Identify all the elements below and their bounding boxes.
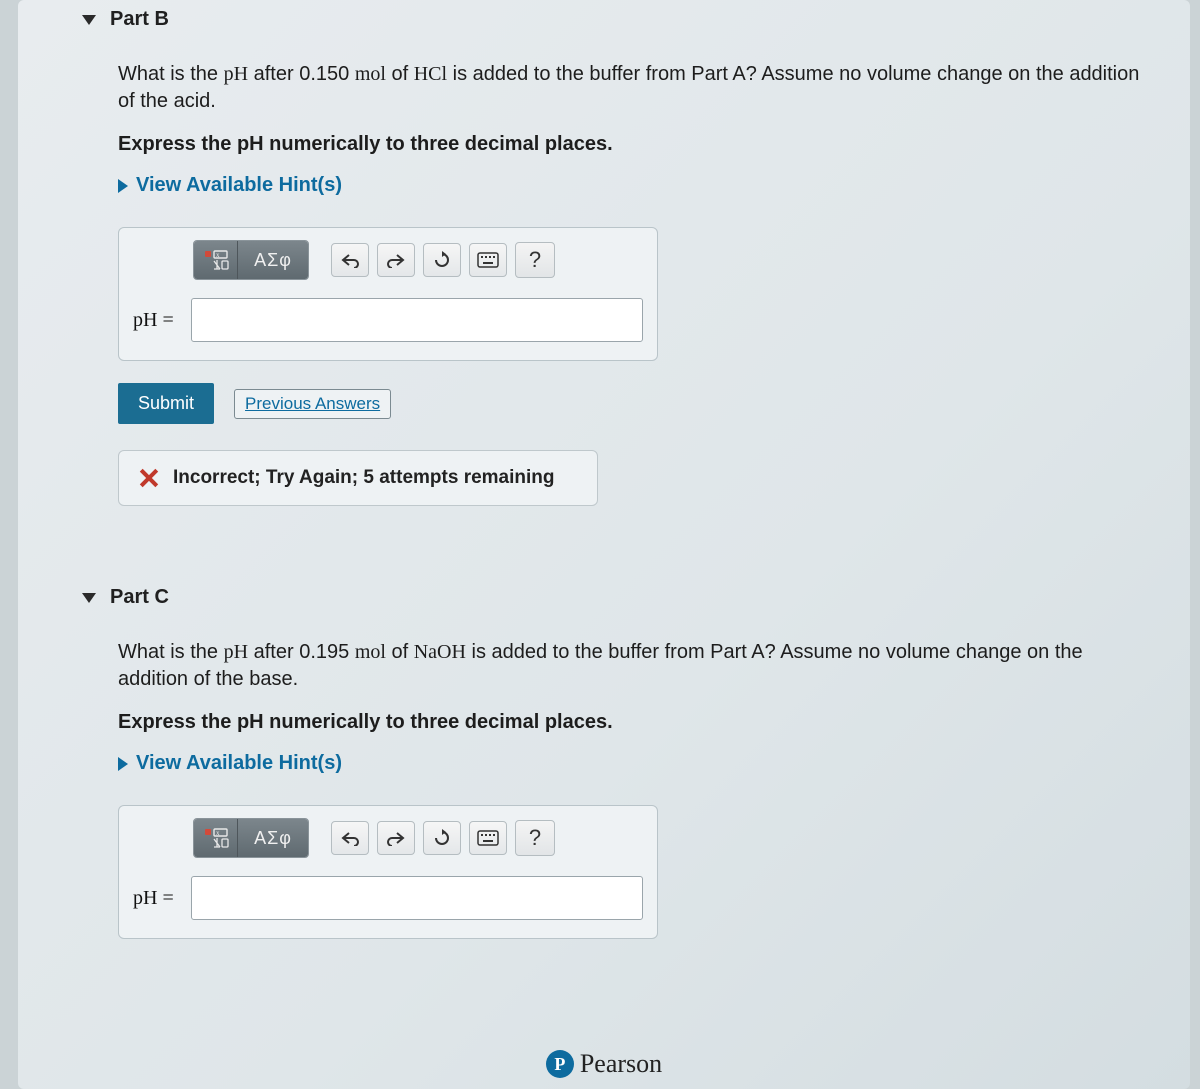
part-b-instruction: Express the pH numerically to three deci… [18,115,1190,156]
submit-button[interactable]: Submit [118,383,214,424]
section-part-c: Part C What is the pH after 0.195 mol of… [18,546,1190,979]
incorrect-icon [137,467,159,489]
format-tool-group-c: x ΑΣφ [193,818,309,858]
chevron-right-icon [118,757,128,771]
part-c-instruction: Express the pH numerically to three deci… [18,693,1190,734]
svg-text:x: x [216,251,220,259]
footer-brand: P Pearson [18,1049,1190,1079]
part-c-question: What is the pH after 0.195 mol of NaOH i… [18,609,1190,693]
view-hints-button-c[interactable]: View Available Hint(s) [18,734,1190,775]
svg-text:x: x [216,829,220,837]
greek-symbols-button[interactable]: ΑΣφ [238,241,308,279]
answer-row-c: pH = [133,876,643,920]
page-surface: Part B What is the pH after 0.150 mol of… [18,0,1190,1089]
redo-button[interactable] [377,243,415,277]
collapse-icon[interactable] [82,15,96,25]
part-b-question: What is the pH after 0.150 mol of HCl is… [18,31,1190,115]
buttons-row-b: Submit Previous Answers [118,383,1190,424]
feedback-box: Incorrect; Try Again; 5 attempts remaini… [118,450,598,506]
answer-toolbar-c: x ΑΣφ [193,818,643,858]
help-button[interactable]: ? [515,242,555,278]
answer-row-b: pH = [133,298,643,342]
format-tool-group: x ΑΣφ [193,240,309,280]
collapse-icon[interactable] [82,593,96,603]
section-part-b: Part B What is the pH after 0.150 mol of… [18,0,1190,546]
fraction-tool-button[interactable]: x [194,819,238,857]
undo-button[interactable] [331,243,369,277]
part-b-header[interactable]: Part B [18,0,1190,31]
help-button[interactable]: ? [515,820,555,856]
view-hints-button[interactable]: View Available Hint(s) [18,156,1190,197]
answer-toolbar-b: x ΑΣφ [193,240,643,280]
redo-button[interactable] [377,821,415,855]
greek-symbols-button[interactable]: ΑΣφ [238,819,308,857]
answer-panel-b: x ΑΣφ [118,227,658,361]
undo-button[interactable] [331,821,369,855]
previous-answers-button[interactable]: Previous Answers [234,389,391,419]
fraction-tool-button[interactable]: x [194,241,238,279]
ph-input-b[interactable] [191,298,643,342]
reset-button[interactable] [423,243,461,277]
pearson-brand-text: Pearson [580,1049,662,1079]
hints-label-c: View Available Hint(s) [136,752,342,775]
reset-button[interactable] [423,821,461,855]
hints-label: View Available Hint(s) [136,174,342,197]
ph-input-c[interactable] [191,876,643,920]
answer-panel-c: x ΑΣφ [118,805,658,939]
chevron-right-icon [118,179,128,193]
keyboard-button[interactable] [469,243,507,277]
pearson-logo-icon: P [546,1050,574,1078]
part-c-header[interactable]: Part C [18,546,1190,609]
answer-label-c: pH = [133,887,181,910]
feedback-text: Incorrect; Try Again; 5 attempts remaini… [173,467,555,489]
part-c-title: Part C [110,586,169,609]
answer-label-b: pH = [133,309,181,332]
part-b-title: Part B [110,8,169,31]
keyboard-button[interactable] [469,821,507,855]
